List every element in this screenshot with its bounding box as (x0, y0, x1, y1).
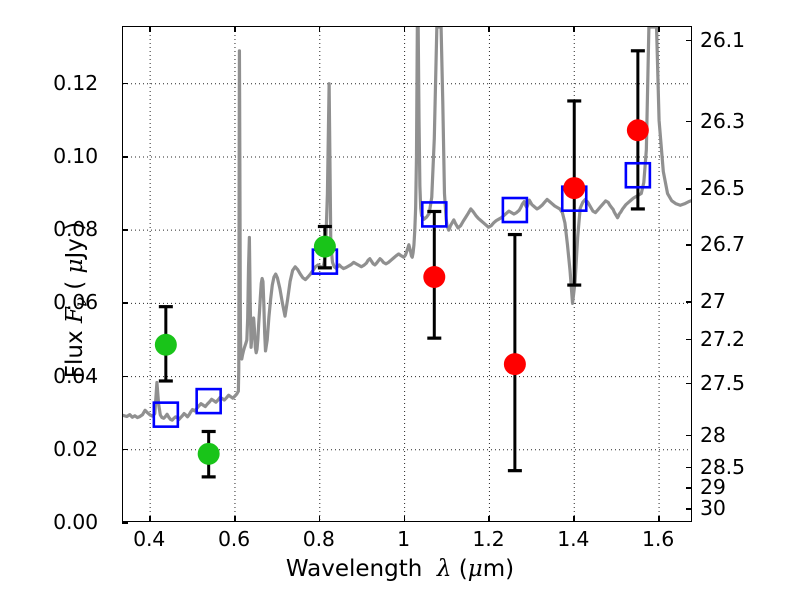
tick-mark (122, 302, 128, 304)
tick-mark (488, 516, 491, 522)
data-point-marker (503, 353, 526, 376)
tick-mark (686, 382, 692, 385)
y-tick-label-left: 0.08 (53, 217, 98, 242)
y-tick-label-right: 28 (700, 422, 726, 447)
tick-mark (122, 229, 128, 231)
data-point-marker (313, 235, 336, 258)
tick-mark (686, 434, 692, 437)
y-tick-label-left: 0.02 (53, 436, 98, 461)
tick-mark (403, 516, 406, 522)
tick-mark (686, 39, 692, 42)
tick-mark (122, 155, 128, 158)
tick-mark (233, 516, 236, 522)
y-tick-label-left: 0.10 (53, 143, 98, 168)
tick-mark (488, 26, 491, 32)
tick-mark (686, 120, 692, 123)
data-point-marker (626, 119, 649, 142)
x-tick-label: 1 (397, 527, 411, 551)
tick-mark (233, 26, 236, 32)
data-point-marker (423, 266, 446, 289)
y-tick-label-right: 26.3 (700, 108, 745, 133)
y-tick-label-right: 27 (700, 289, 726, 314)
tick-mark (573, 26, 575, 32)
tick-mark (686, 301, 692, 303)
model-photometry-square (624, 161, 652, 189)
y-tick-label-left: 0.00 (53, 510, 98, 534)
tick-mark (122, 82, 128, 85)
model-photometry-square (420, 201, 448, 228)
x-tick-label: 0.6 (217, 527, 250, 551)
error-bar (507, 232, 522, 473)
x-tick-label: 1.6 (642, 527, 675, 551)
y-tick-label-right: 28.5 (700, 454, 745, 479)
tick-mark (686, 188, 692, 190)
x-axis-title: Wavelength λ (μm) (285, 556, 515, 582)
tick-mark (318, 26, 321, 32)
tick-mark (122, 522, 128, 524)
tick-mark (686, 487, 692, 489)
tick-mark (122, 448, 128, 451)
x-tick-label: 1.2 (472, 527, 505, 551)
tick-mark (686, 338, 692, 341)
data-point-marker (154, 333, 177, 356)
y-tick-label-right: 27.5 (700, 370, 745, 395)
x-tick-label: 0.8 (302, 527, 335, 551)
tick-mark (686, 466, 692, 469)
tick-mark (658, 516, 660, 522)
y-tick-label-right: 30 (700, 496, 726, 521)
data-point-marker (563, 177, 586, 200)
tick-mark (122, 375, 128, 378)
model-photometry-square (195, 387, 222, 415)
y-tick-label-right: 26.7 (700, 232, 745, 257)
tick-mark (149, 26, 151, 32)
data-series-layer (123, 27, 691, 479)
y-tick-label-left: 0.12 (53, 70, 98, 95)
y-tick-label-right: 29 (700, 475, 726, 500)
tick-mark (658, 26, 660, 32)
tick-mark (149, 516, 151, 522)
y-tick-label-left: 0.06 (53, 290, 98, 315)
plot-area (122, 26, 692, 522)
tick-mark (403, 26, 406, 32)
tick-mark (686, 508, 692, 510)
plot-clip (123, 27, 691, 521)
x-tick-label: 0.4 (133, 527, 166, 551)
y-tick-label-right: 26.5 (700, 176, 745, 201)
model-sed-curve (123, 27, 691, 422)
tick-mark (686, 244, 692, 246)
y-tick-label-left: 0.04 (53, 363, 98, 388)
model-photometry-square (152, 401, 180, 428)
y-tick-label-right: 26.1 (700, 27, 745, 52)
tick-mark (573, 516, 575, 522)
data-point-marker (197, 442, 220, 465)
y-tick-label-right: 27.2 (700, 326, 745, 351)
x-tick-label: 1.4 (557, 527, 590, 551)
tick-mark (318, 516, 321, 522)
model-photometry-square (501, 196, 529, 224)
